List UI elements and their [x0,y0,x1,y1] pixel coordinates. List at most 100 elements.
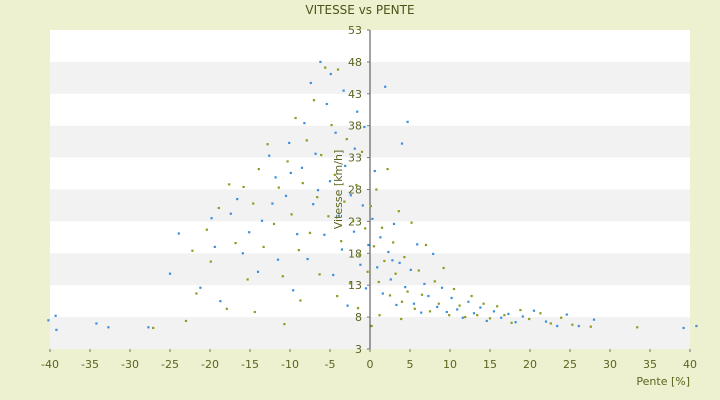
data-point [271,202,274,205]
data-point [349,194,352,197]
x-tick-label: -10 [281,358,299,371]
data-point [296,233,299,236]
x-tick-label: -5 [325,358,336,371]
data-point [377,280,380,284]
data-point [389,278,392,281]
data-point [417,269,420,272]
data-point [309,81,312,85]
data-point [329,72,332,76]
data-point [333,173,336,176]
data-point [507,312,510,316]
data-point [360,150,364,153]
y-tick-label: 43 [348,88,362,101]
data-point [242,185,245,189]
data-point [488,317,492,320]
x-tick-label: -15 [241,358,259,371]
data-point [636,326,639,329]
data-point [406,290,409,293]
data-point [359,263,362,266]
data-point [428,310,432,313]
data-point [344,164,347,167]
data-point [257,167,260,171]
x-tick-label: 40 [683,358,697,371]
data-point [343,200,346,203]
data-point [319,60,322,63]
data-point [397,210,400,213]
data-point [458,304,461,307]
data-point [695,324,698,328]
data-point [420,293,424,296]
y-tick-label: 33 [348,152,362,165]
data-point [376,266,379,269]
data-point [177,232,180,235]
data-point [369,204,372,208]
data-point [340,248,344,251]
data-point [324,66,327,69]
x-tick-label: -35 [81,358,99,371]
data-point [366,270,369,273]
data-point [388,294,392,297]
data-point [356,110,359,113]
data-point [168,272,172,275]
data-point [433,280,436,283]
data-point [300,166,304,169]
y-tick-label: 8 [355,311,362,324]
y-tick-label: 13 [348,279,362,292]
data-point [412,302,416,305]
x-axis-title: Pente [%] [636,375,690,388]
data-point [404,286,407,289]
y-tick-label: 28 [348,184,362,197]
data-point [416,243,419,246]
data-point [409,268,412,271]
data-point [571,323,574,326]
x-tick-label: 10 [443,358,457,371]
data-point [305,139,308,142]
data-point [54,314,57,317]
data-point [472,312,476,315]
data-point [400,317,403,321]
data-point [500,316,503,319]
data-point [316,196,319,199]
data-point [373,169,376,173]
data-point [299,299,302,302]
data-point [380,226,384,229]
data-point [383,259,386,263]
data-point [442,266,445,270]
data-point [372,245,376,248]
data-point [248,231,251,234]
data-point [303,122,306,125]
data-point [403,256,406,259]
data-point [544,320,548,323]
data-point [348,282,352,285]
data-point [345,137,348,141]
data-point [528,317,531,321]
data-point [367,243,370,247]
data-point [318,273,321,276]
data-point [47,319,50,322]
data-point [213,245,216,249]
data-point [496,305,499,308]
data-point [320,153,323,157]
data-point [358,254,361,257]
data-point [294,116,297,120]
data-point [301,182,304,185]
y-axis-title: Vitesse [km/h] [332,150,345,230]
data-point [276,258,280,261]
data-point [332,273,335,277]
data-point [323,233,326,236]
data-point [391,259,394,262]
data-point [452,287,456,291]
data-point [252,202,255,205]
data-point [387,250,390,254]
x-tick-label: -20 [201,358,219,371]
data-point [470,294,473,298]
y-tick-label: 18 [348,247,362,260]
data-point [589,325,592,328]
data-point [420,311,423,314]
data-point [413,307,416,310]
data-point [274,176,277,179]
data-point [316,189,320,192]
data-point [423,282,426,286]
